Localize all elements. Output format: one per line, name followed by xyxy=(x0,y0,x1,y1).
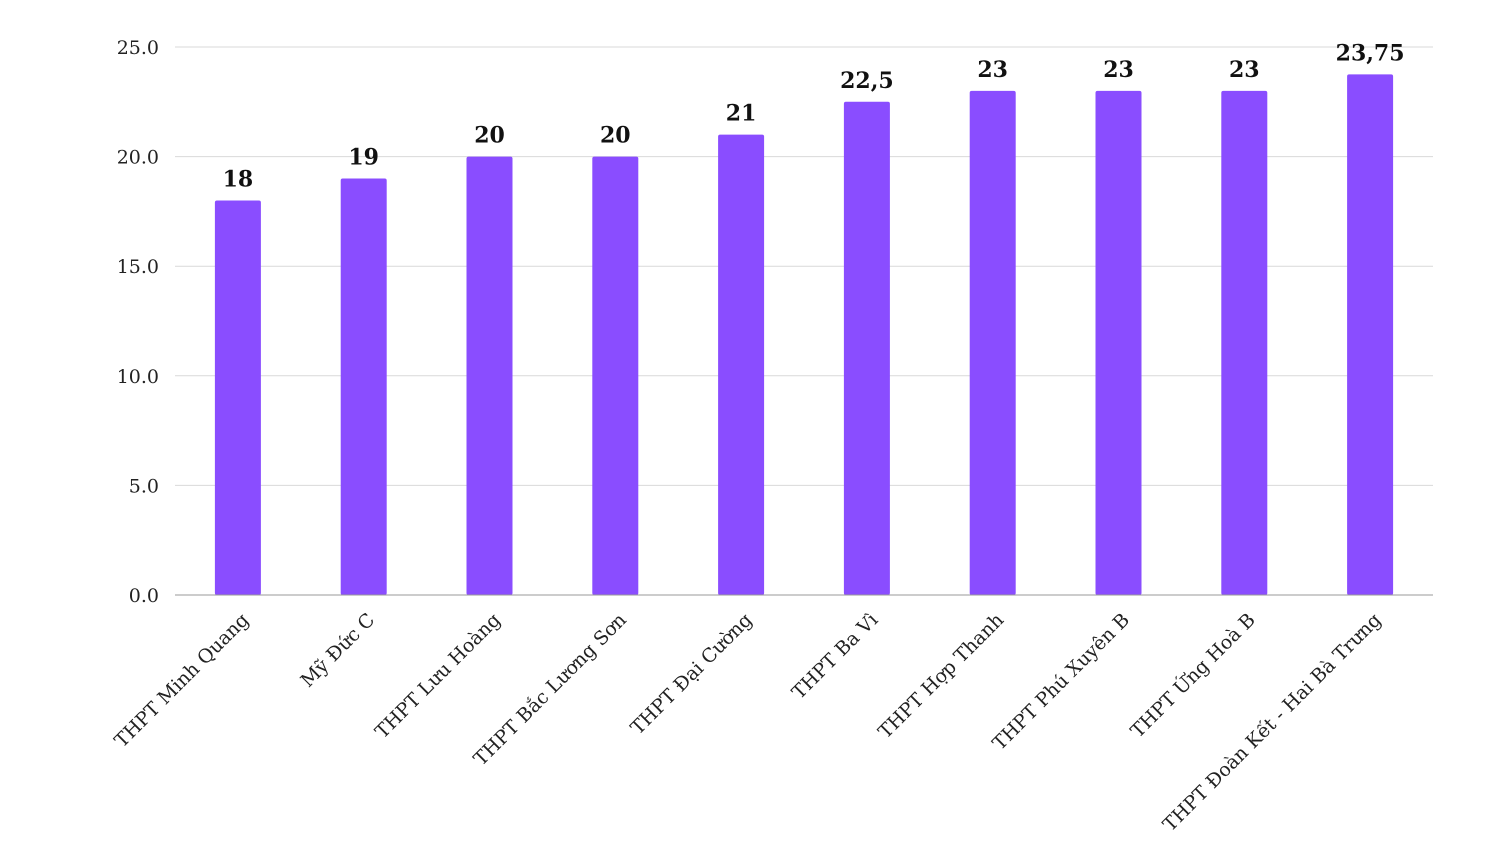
bar xyxy=(214,200,261,595)
data-label: 22,5 xyxy=(840,68,894,94)
bar xyxy=(969,90,1016,595)
x-tick-label: THPT Đại Cường xyxy=(626,609,756,739)
data-label: 18 xyxy=(223,166,254,192)
x-tick-label: THPT Minh Quang xyxy=(110,609,253,752)
bar xyxy=(843,101,890,596)
y-axis-ticks: 0.0 5.0 10.0 15.0 20.0 25.0 xyxy=(117,37,159,607)
data-label: 19 xyxy=(348,145,379,171)
bar xyxy=(718,134,765,595)
y-tick-label: 10.0 xyxy=(117,366,159,388)
x-tick-label: THPT Đoàn Kết - Hai Bà Trưng xyxy=(1159,609,1386,836)
x-tick-label: THPT Ứng Hoà B xyxy=(1126,608,1260,742)
data-label: 23 xyxy=(1229,57,1260,83)
bars xyxy=(214,74,1394,596)
data-labels: 18 19 20 20 21 22,5 23 23 23 23,75 xyxy=(223,40,1405,192)
data-label: 23 xyxy=(1103,57,1134,83)
y-tick-label: 25.0 xyxy=(117,37,159,59)
bar xyxy=(1095,90,1142,595)
x-tick-label: THPT Phú Xuyên B xyxy=(988,609,1134,755)
x-tick-label: THPT Ba Vì xyxy=(788,609,883,704)
bar xyxy=(1347,74,1394,595)
bar xyxy=(466,156,513,595)
y-tick-label: 0.0 xyxy=(129,585,159,607)
y-tick-label: 15.0 xyxy=(117,256,159,278)
bar xyxy=(340,178,387,595)
data-label: 23 xyxy=(977,57,1008,83)
x-tick-label: Mỹ Đức C xyxy=(296,609,379,692)
data-label: 20 xyxy=(474,123,505,149)
data-label: 21 xyxy=(726,101,757,127)
y-tick-label: 20.0 xyxy=(117,147,159,169)
bar xyxy=(1221,90,1268,595)
y-tick-label: 5.0 xyxy=(129,475,159,497)
data-label: 23,75 xyxy=(1336,40,1405,66)
data-label: 20 xyxy=(600,123,631,149)
x-tick-label: THPT Lưu Hoàng xyxy=(371,609,505,743)
x-tick-label: THPT Hợp Thanh xyxy=(874,609,1008,743)
bar xyxy=(592,156,639,595)
